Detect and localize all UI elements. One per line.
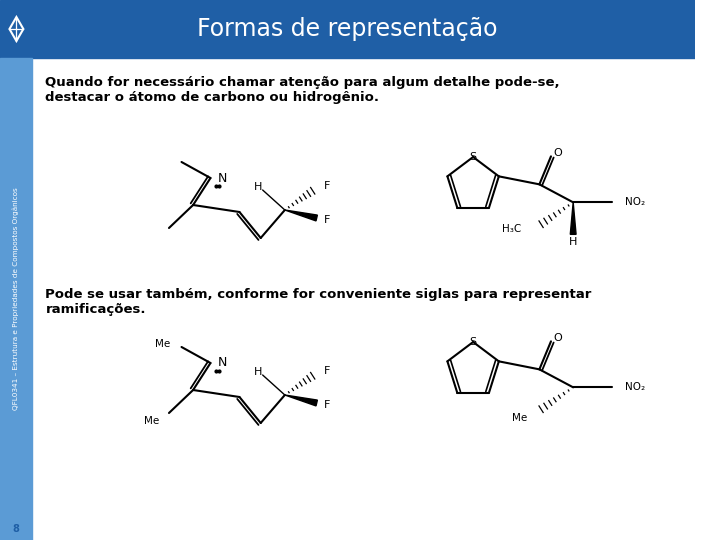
Text: Me: Me (155, 339, 170, 349)
Text: Formas de representação: Formas de representação (197, 17, 498, 41)
Text: QFL0341 – Estrutura e Propriedades de Compostos Orgânicos: QFL0341 – Estrutura e Propriedades de Co… (13, 187, 19, 410)
Bar (0, 58, 32, 540)
Text: 8: 8 (12, 524, 19, 534)
Text: S: S (469, 152, 477, 162)
Text: F: F (323, 181, 330, 191)
Text: O: O (554, 333, 562, 343)
Text: H: H (253, 182, 262, 192)
Text: N: N (218, 356, 228, 369)
Text: Pode se usar também, conforme for conveniente siglas para representar: Pode se usar também, conforme for conven… (45, 288, 592, 301)
Text: destacar o átomo de carbono ou hidrogênio.: destacar o átomo de carbono ou hidrogêni… (45, 91, 379, 104)
Text: H: H (569, 238, 577, 247)
Text: S: S (469, 337, 477, 347)
Text: F: F (323, 215, 330, 225)
Text: H₃C: H₃C (502, 224, 521, 234)
Bar (0, 0, 696, 58)
Text: Me: Me (144, 416, 159, 426)
Text: Quando for necessário chamar atenção para algum detalhe pode-se,: Quando for necessário chamar atenção par… (45, 76, 560, 89)
Text: NO₂: NO₂ (626, 197, 645, 207)
Bar (32, 58, 696, 540)
Text: F: F (323, 366, 330, 376)
Text: F: F (323, 400, 330, 410)
Polygon shape (570, 202, 576, 234)
Text: NO₂: NO₂ (626, 382, 645, 393)
Text: H: H (253, 367, 262, 377)
Text: N: N (218, 172, 228, 185)
Polygon shape (285, 210, 318, 221)
Polygon shape (285, 395, 318, 406)
Text: Me: Me (512, 413, 527, 423)
Text: ramificações.: ramificações. (45, 303, 146, 316)
Text: O: O (554, 148, 562, 158)
